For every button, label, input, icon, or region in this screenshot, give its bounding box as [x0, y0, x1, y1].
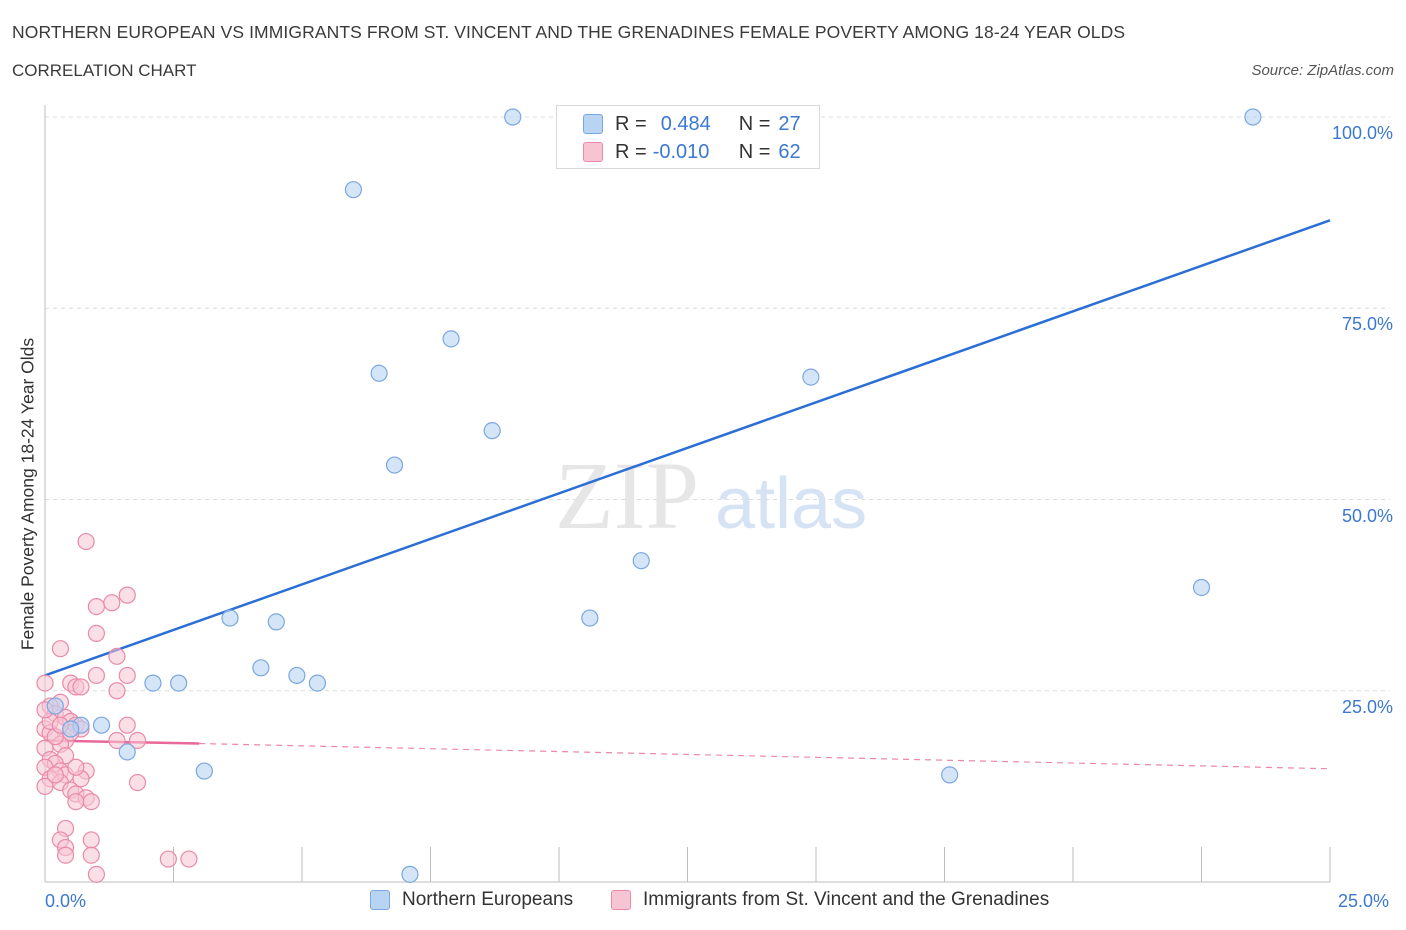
- data-point-immigrants: [180, 850, 198, 868]
- y-tick-label: 100.0%: [1331, 123, 1393, 143]
- data-point-immigrants: [82, 846, 100, 864]
- data-point-immigrants: [118, 716, 136, 734]
- legend-r-label: R =: [615, 140, 647, 163]
- legend-swatch-pink: [611, 890, 631, 910]
- data-point-northern-europeans: [221, 609, 239, 627]
- legend-r-label: R =: [615, 112, 647, 135]
- data-point-northern-europeans: [62, 720, 80, 738]
- data-point-immigrants: [36, 674, 54, 692]
- series-legend: Northern Europeans Immigrants from St. V…: [0, 889, 1406, 915]
- data-point-northern-europeans: [46, 697, 64, 715]
- data-point-northern-europeans: [442, 330, 460, 348]
- data-point-immigrants: [51, 640, 70, 658]
- trendline-northern-europeans: [44, 219, 1331, 677]
- data-point-northern-europeans: [308, 674, 327, 692]
- correlation-legend: R = 0.484 N = 27 R = -0.010 N = 62: [556, 105, 820, 169]
- data-point-immigrants: [77, 532, 95, 551]
- data-point-northern-europeans: [385, 456, 404, 474]
- watermark-atlas: atlas: [715, 464, 867, 544]
- data-point-northern-europeans: [92, 716, 111, 734]
- chart-subtitle: CORRELATION CHART: [12, 61, 197, 80]
- legend-swatch-blue: [583, 114, 603, 134]
- data-point-northern-europeans: [483, 422, 501, 440]
- trendline-immigrants-extension: [199, 742, 1331, 770]
- data-point-immigrants: [103, 594, 121, 612]
- data-point-northern-europeans: [118, 743, 136, 761]
- x-tick-label-min: 0.0%: [45, 891, 87, 911]
- data-point-immigrants: [159, 850, 177, 868]
- legend-row-northern-europeans: R = 0.484 N = 27: [583, 112, 801, 136]
- legend-item-immigrants[interactable]: Immigrants from St. Vincent and the Gren…: [611, 889, 1049, 911]
- data-point-northern-europeans: [344, 181, 362, 199]
- data-point-immigrants: [82, 831, 100, 849]
- data-point-immigrants: [118, 666, 136, 685]
- legend-swatch-blue: [370, 890, 390, 910]
- data-point-northern-europeans: [288, 666, 306, 685]
- watermark: ZIP atlas: [555, 442, 867, 549]
- legend-row-immigrants: R = -0.010 N = 62: [583, 140, 801, 164]
- data-point-northern-europeans: [370, 364, 388, 382]
- data-point-immigrants: [67, 758, 85, 776]
- y-tick-label: 25.0%: [1341, 696, 1393, 717]
- data-point-immigrants: [87, 865, 106, 883]
- legend-item-northern-europeans[interactable]: Northern Europeans: [370, 889, 573, 911]
- chart-title: NORTHERN EUROPEAN VS IMMIGRANTS FROM ST.…: [12, 22, 1126, 42]
- data-point-immigrants: [72, 678, 90, 696]
- y-tick-label: 75.0%: [1341, 314, 1393, 335]
- watermark-zip: ZIP: [555, 442, 699, 549]
- data-point-immigrants: [46, 766, 64, 784]
- legend-n-label: N =: [738, 140, 771, 163]
- data-point-immigrants: [108, 682, 126, 700]
- data-point-northern-europeans: [504, 108, 522, 126]
- legend-item-label: Immigrants from St. Vincent and the Gren…: [643, 889, 1050, 910]
- data-point-immigrants: [87, 597, 106, 616]
- legend-r-value: -0.010: [652, 140, 710, 163]
- data-point-immigrants: [87, 666, 106, 685]
- data-point-northern-europeans: [1192, 578, 1211, 597]
- legend-n-value: 62: [778, 140, 801, 163]
- data-point-immigrants: [108, 731, 126, 750]
- data-point-northern-europeans: [195, 762, 213, 780]
- data-point-immigrants: [67, 793, 85, 811]
- data-point-northern-europeans: [401, 865, 419, 883]
- data-point-northern-europeans: [941, 766, 959, 784]
- legend-r-value: 0.484: [660, 112, 711, 135]
- data-point-immigrants: [118, 586, 136, 604]
- data-point-northern-europeans: [632, 552, 650, 570]
- data-point-northern-europeans: [802, 368, 820, 386]
- data-point-immigrants: [128, 731, 147, 750]
- data-point-northern-europeans: [267, 613, 285, 631]
- data-point-immigrants: [82, 793, 100, 811]
- data-point-northern-europeans: [581, 609, 599, 627]
- data-point-northern-europeans: [1244, 108, 1262, 126]
- data-point-northern-europeans: [170, 674, 188, 692]
- data-point-immigrants: [87, 624, 106, 642]
- legend-item-label: Northern Europeans: [402, 889, 574, 910]
- data-point-immigrants: [36, 777, 54, 795]
- legend-n-value: 27: [778, 112, 801, 135]
- source-label: Source: ZipAtlas.com: [1251, 62, 1394, 79]
- data-point-immigrants: [56, 846, 75, 864]
- y-axis-label: Female Poverty Among 18-24 Year Olds: [17, 337, 38, 651]
- data-point-immigrants: [128, 773, 147, 792]
- data-point-immigrants: [108, 647, 126, 665]
- legend-swatch-pink: [583, 142, 603, 162]
- y-tick-label: 50.0%: [1341, 505, 1393, 526]
- data-point-northern-europeans: [144, 674, 162, 692]
- x-tick-label-max: 25.0%: [1338, 891, 1390, 911]
- series-immigrants-points: [36, 532, 198, 883]
- data-point-northern-europeans: [252, 659, 270, 677]
- legend-n-label: N =: [738, 112, 771, 135]
